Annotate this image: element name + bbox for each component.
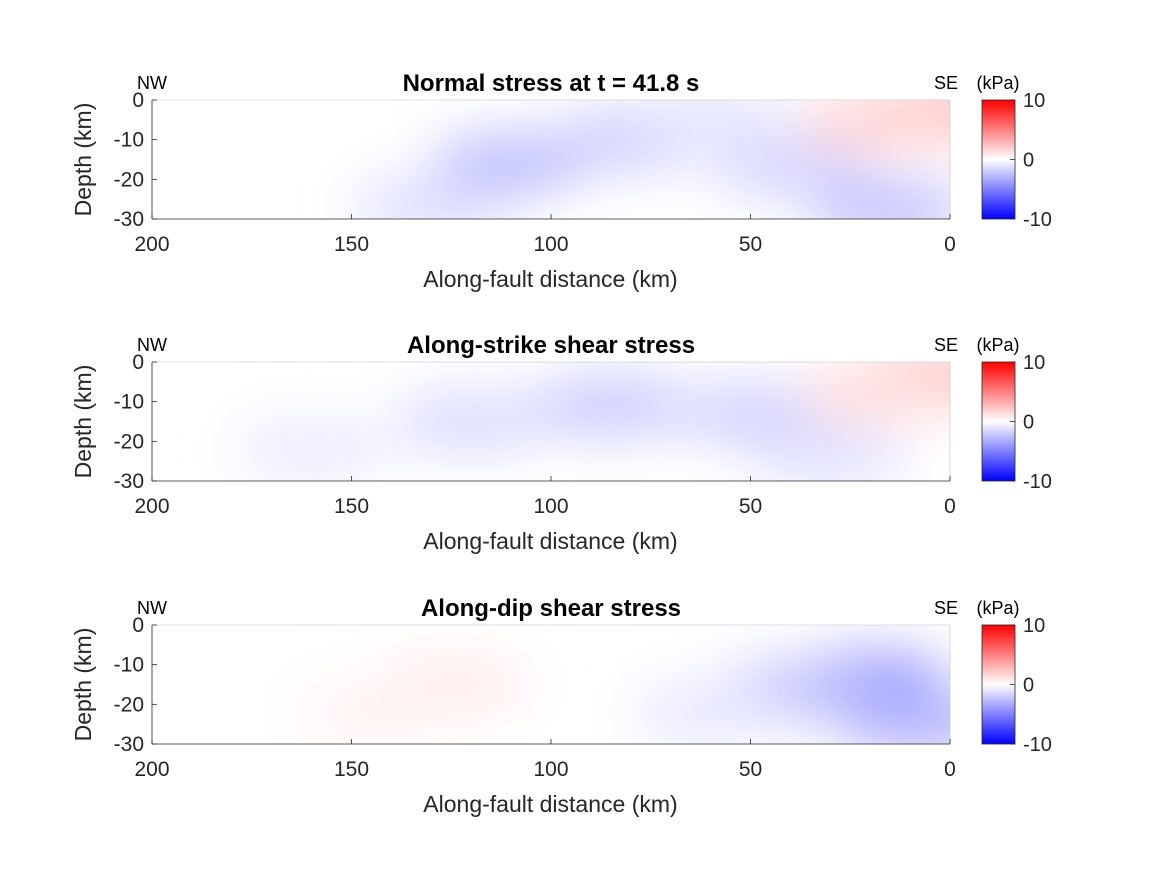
x-tick-label: 50 xyxy=(739,495,762,518)
colorbar-tick-label: -10 xyxy=(1023,734,1052,756)
y-tick-label: -20 xyxy=(114,430,144,453)
y-tick-label: 0 xyxy=(132,614,144,637)
corner-label-se: SE xyxy=(934,73,958,93)
x-tick-label: 50 xyxy=(739,233,762,256)
corner-label-se: SE xyxy=(934,335,958,355)
x-tick-label: 100 xyxy=(533,495,568,518)
y-tick-label: -30 xyxy=(114,470,144,493)
field-patch xyxy=(630,100,791,146)
y-tick-label: 0 xyxy=(132,89,144,112)
field-patch xyxy=(798,363,950,424)
field-patch xyxy=(710,137,871,198)
colorbar-tick-label: 10 xyxy=(1023,615,1045,637)
field-patch xyxy=(431,133,592,194)
field-patch xyxy=(630,682,791,743)
x-tick-label: 100 xyxy=(533,758,568,781)
colorbar-tick-label: 0 xyxy=(1023,412,1034,434)
x-tick-label: 150 xyxy=(334,233,369,256)
y-tick-label: -30 xyxy=(114,208,144,231)
x-axis-label: Along-fault distance (km) xyxy=(423,791,677,817)
x-tick-label: 100 xyxy=(533,233,568,256)
corner-label-nw: NW xyxy=(137,335,167,355)
y-tick-label: 0 xyxy=(132,351,144,374)
y-axis-label: Depth (km) xyxy=(70,365,96,479)
field-patch xyxy=(798,100,950,154)
colorbar-gradient xyxy=(981,99,1016,220)
colorbar: (kPa)10 0 -10 xyxy=(976,73,1051,231)
x-tick-label: 150 xyxy=(334,758,369,781)
colorbar-unit: (kPa) xyxy=(976,598,1019,618)
x-tick-label: 0 xyxy=(944,495,956,518)
field-patch xyxy=(351,177,512,219)
field-patch xyxy=(750,427,911,481)
corner-label-nw: NW xyxy=(137,598,167,618)
y-tick-label: -30 xyxy=(114,733,144,756)
colorbar-tick-label: 10 xyxy=(1023,90,1045,112)
y-tick-label: -20 xyxy=(114,168,144,191)
corner-label-se: SE xyxy=(934,598,958,618)
y-tick-label: -10 xyxy=(114,129,144,152)
colorbar: (kPa)10 0 -10 xyxy=(976,598,1051,756)
panel-title: Along-strike shear stress xyxy=(407,332,695,359)
colorbar-unit: (kPa) xyxy=(976,73,1019,93)
y-axis-label: Depth (km) xyxy=(70,628,96,742)
x-tick-label: 0 xyxy=(944,233,956,256)
colorbar-gradient xyxy=(981,361,1016,482)
x-tick-label: 200 xyxy=(134,758,169,781)
x-tick-label: 50 xyxy=(739,758,762,781)
x-axis-label: Along-fault distance (km) xyxy=(423,266,677,292)
x-tick-label: 0 xyxy=(944,758,956,781)
corner-label-nw: NW xyxy=(137,73,167,93)
field-patch xyxy=(670,383,831,444)
y-tick-label: -10 xyxy=(114,654,144,677)
colorbar-tick-label: 0 xyxy=(1023,675,1034,697)
panel-title: Along-dip shear stress xyxy=(421,595,681,622)
colorbar-tick-label: 10 xyxy=(1023,352,1045,374)
y-axis-label: Depth (km) xyxy=(70,103,96,217)
field-patch xyxy=(291,682,452,743)
field-patch xyxy=(838,694,950,744)
colorbar-tick-label: -10 xyxy=(1023,209,1052,231)
colorbar: (kPa)10 0 -10 xyxy=(976,335,1051,493)
panel-title: Normal stress at t = 41.8 s xyxy=(403,70,700,97)
y-tick-label: -20 xyxy=(114,693,144,716)
x-tick-label: 200 xyxy=(134,495,169,518)
colorbar-tick-label: -10 xyxy=(1023,471,1052,493)
colorbar-tick-label: 0 xyxy=(1023,150,1034,172)
y-tick-label: -10 xyxy=(114,391,144,414)
field-patch xyxy=(810,181,950,219)
x-tick-label: 200 xyxy=(134,233,169,256)
x-tick-label: 150 xyxy=(334,495,369,518)
field-patch xyxy=(530,375,691,436)
x-axis-label: Along-fault distance (km) xyxy=(423,528,677,554)
field-patch xyxy=(231,419,392,480)
colorbar-gradient xyxy=(981,624,1016,745)
field-patch xyxy=(391,391,552,452)
colorbar-unit: (kPa) xyxy=(976,335,1019,355)
